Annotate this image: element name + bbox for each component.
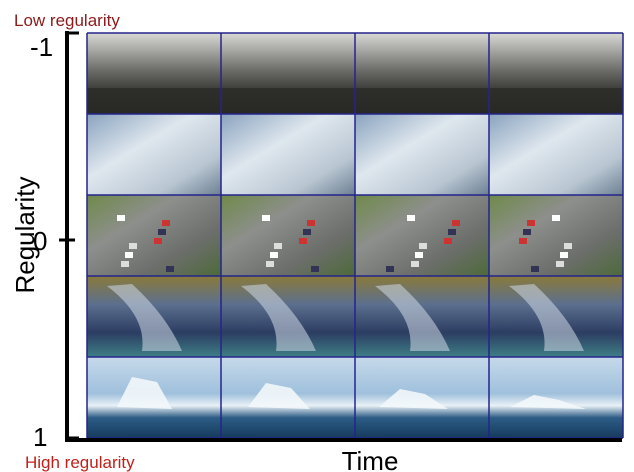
frame-detail: [527, 220, 535, 226]
video-frame: [355, 114, 489, 195]
frame-detail: [162, 220, 170, 226]
frame-detail: [564, 243, 572, 249]
frame-detail: [266, 261, 274, 267]
top-label: Low regularity: [14, 11, 120, 30]
frame-detail: [262, 215, 270, 221]
y-tick-label: -1: [30, 32, 53, 62]
bottom-label: High regularity: [25, 453, 135, 472]
frame-detail: [407, 215, 415, 221]
frame-detail: [519, 238, 527, 244]
video-frame: [221, 195, 355, 276]
frame-detail: [311, 266, 319, 272]
frame-detail: [419, 243, 427, 249]
frame-detail: [87, 88, 221, 114]
frame-detail: [448, 229, 456, 235]
video-frame: [221, 114, 355, 195]
frame-grid: [87, 33, 623, 438]
frame-detail: [117, 215, 125, 221]
video-frame: [355, 195, 489, 276]
frame-detail: [221, 88, 355, 114]
video-frame: [489, 114, 623, 195]
frame-detail: [411, 261, 419, 267]
video-frame: [87, 195, 221, 276]
frame-detail: [444, 238, 452, 244]
frame-detail: [552, 215, 560, 221]
frame-detail: [489, 88, 623, 114]
frame-detail: [415, 252, 423, 258]
figure: Low regularity High regularity -1 0 1 Re…: [0, 0, 634, 472]
frame-detail: [355, 88, 489, 114]
frame-detail: [556, 261, 564, 267]
video-frame: [489, 357, 623, 438]
frame-detail: [386, 266, 394, 272]
frame-detail: [452, 220, 460, 226]
frame-detail: [129, 243, 137, 249]
frame-detail: [270, 252, 278, 258]
y-tick-label: 1: [33, 422, 47, 452]
frame-detail: [303, 229, 311, 235]
frame-detail: [274, 243, 282, 249]
x-axis-title: Time: [342, 446, 399, 472]
frame-detail: [531, 266, 539, 272]
video-frame: [87, 114, 221, 195]
frame-detail: [307, 220, 315, 226]
frame-detail: [121, 261, 129, 267]
frame-detail: [560, 252, 568, 258]
y-axis-title: Regularity: [10, 176, 40, 293]
frame-detail: [158, 229, 166, 235]
frame-detail: [154, 238, 162, 244]
frame-detail: [523, 229, 531, 235]
frame-detail: [125, 252, 133, 258]
frame-detail: [299, 238, 307, 244]
frame-detail: [166, 266, 174, 272]
